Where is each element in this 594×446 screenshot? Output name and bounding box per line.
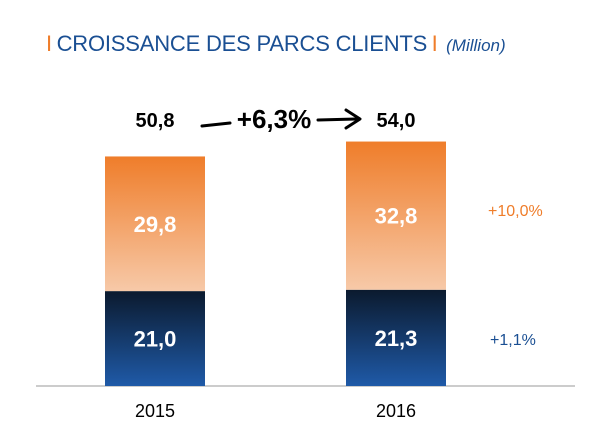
- bar-2016-bottom-label: 21,3: [375, 326, 418, 351]
- title-unit: (Million): [446, 36, 506, 55]
- bar-2016-bottom: [346, 289, 446, 386]
- bar-2016-top-label: 32,8: [375, 204, 418, 229]
- bar-2015-top-label: 29,8: [134, 212, 177, 237]
- growth-total-label: +6,3%: [237, 104, 311, 134]
- series-growth-top: +10,0%: [488, 203, 543, 220]
- bar-2015-top: [105, 156, 205, 292]
- category-label-2015: 2015: [135, 401, 175, 421]
- bar-2015-bottom-label: 21,0: [134, 327, 177, 352]
- growth-arrow: [316, 108, 362, 130]
- growth-dash: [200, 121, 232, 128]
- total-label-2016: 54,0: [377, 110, 416, 132]
- bar-2016-top: [346, 141, 446, 290]
- chart-title: I CROISSANCE DES PARCS CLIENTS I (Millio…: [46, 33, 506, 55]
- title-text: CROISSANCE DES PARCS CLIENTS: [56, 31, 428, 56]
- total-label-2015: 50,8: [136, 110, 175, 132]
- category-label-2016: 2016: [376, 401, 416, 421]
- series-growth-bottom: +1,1%: [490, 332, 536, 349]
- title-separator-right: I: [431, 31, 438, 56]
- bar-2015-bottom: [105, 291, 205, 386]
- title-separator-left: I: [46, 31, 53, 56]
